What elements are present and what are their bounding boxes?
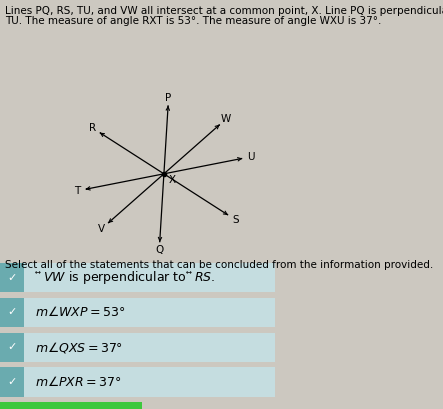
Text: $m\angle WXP = 53°$: $m\angle WXP = 53°$ [35,306,126,319]
Text: ✓: ✓ [8,377,17,387]
Text: R: R [89,123,96,133]
Text: $m\angle QXS = 37°$: $m\angle QXS = 37°$ [35,340,124,355]
Text: Lines PQ, RS, TU, and VW all intersect at a common point, X. Line PQ is perpendi: Lines PQ, RS, TU, and VW all intersect a… [5,6,443,16]
Bar [24,367,275,397]
Text: TU. The measure of angle RXT is 53°. The measure of angle WXU is 37°.: TU. The measure of angle RXT is 53°. The… [5,16,382,26]
Bar [24,263,275,292]
Text: ✓: ✓ [8,273,17,283]
Text: U: U [247,152,255,162]
Text: T: T [74,186,80,196]
Bar [0,333,24,362]
Text: ✓: ✓ [8,342,17,352]
Bar [0,402,142,409]
Bar [24,298,275,327]
Text: P: P [166,93,172,103]
Text: $\overleftrightarrow{VW}$ is perpendicular to $\overleftrightarrow{RS}$.: $\overleftrightarrow{VW}$ is perpendicul… [35,269,216,286]
Bar [24,333,275,362]
Text: X: X [168,175,175,185]
Bar [0,298,24,327]
Text: W: W [221,114,231,124]
Text: $m\angle PXR = 37°$: $m\angle PXR = 37°$ [35,375,122,389]
Text: ✓: ✓ [8,308,17,317]
Text: V: V [98,224,105,234]
Bar [0,367,24,397]
Bar [0,263,24,292]
Text: Q: Q [155,245,163,255]
Text: S: S [232,215,239,225]
Text: Select all of the statements that can be concluded from the information provided: Select all of the statements that can be… [5,260,434,270]
